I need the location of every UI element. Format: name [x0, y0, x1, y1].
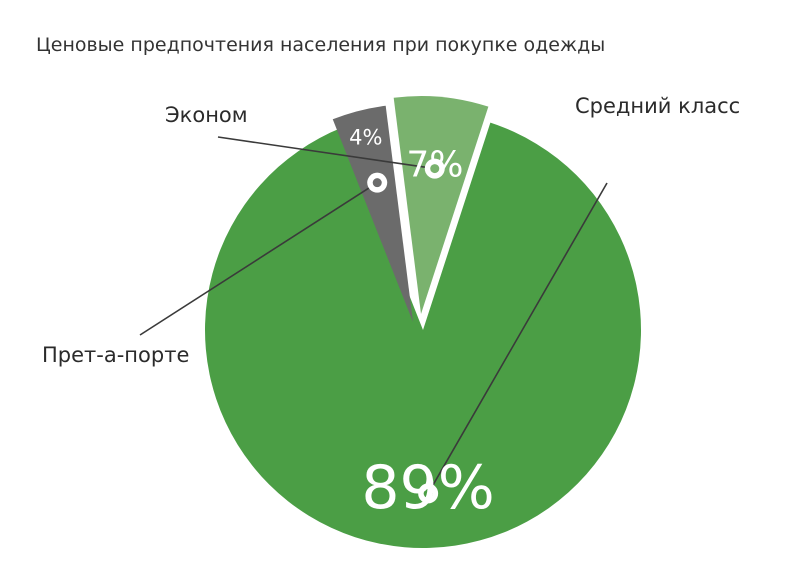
pie-slices — [205, 96, 642, 549]
pie-slice-pret-a-porte — [332, 105, 413, 322]
callout-dot-center-economy — [430, 164, 440, 174]
category-label-pret-a-porte: Прет-а-порте — [42, 343, 189, 367]
slice-value-label-pret-a-porte: 4% — [349, 125, 382, 149]
slice-labels: 89% Средний класс 4% Прет-а-порте 7% Эконом — [42, 94, 740, 523]
pie-slice-economy — [393, 96, 489, 314]
callout-dot-center-middle-class — [423, 488, 433, 498]
callout-dot-center-pret-a-porte — [372, 178, 382, 188]
slice-value-label-economy: 7% — [406, 144, 463, 185]
chart-title: Ценовые предпочтения населения при покуп… — [36, 34, 605, 56]
callout-line-economy — [217, 136, 435, 170]
slice-value-label-middle-class: 89% — [361, 453, 494, 523]
callout-line-middle-class — [427, 182, 608, 494]
callout-leaders — [139, 136, 608, 504]
pie-slice-middle-class — [205, 122, 642, 549]
category-label-middle-class: Средний класс — [575, 94, 740, 118]
category-label-economy: Эконом — [165, 103, 248, 127]
callout-line-pret-a-porte — [139, 181, 378, 336]
